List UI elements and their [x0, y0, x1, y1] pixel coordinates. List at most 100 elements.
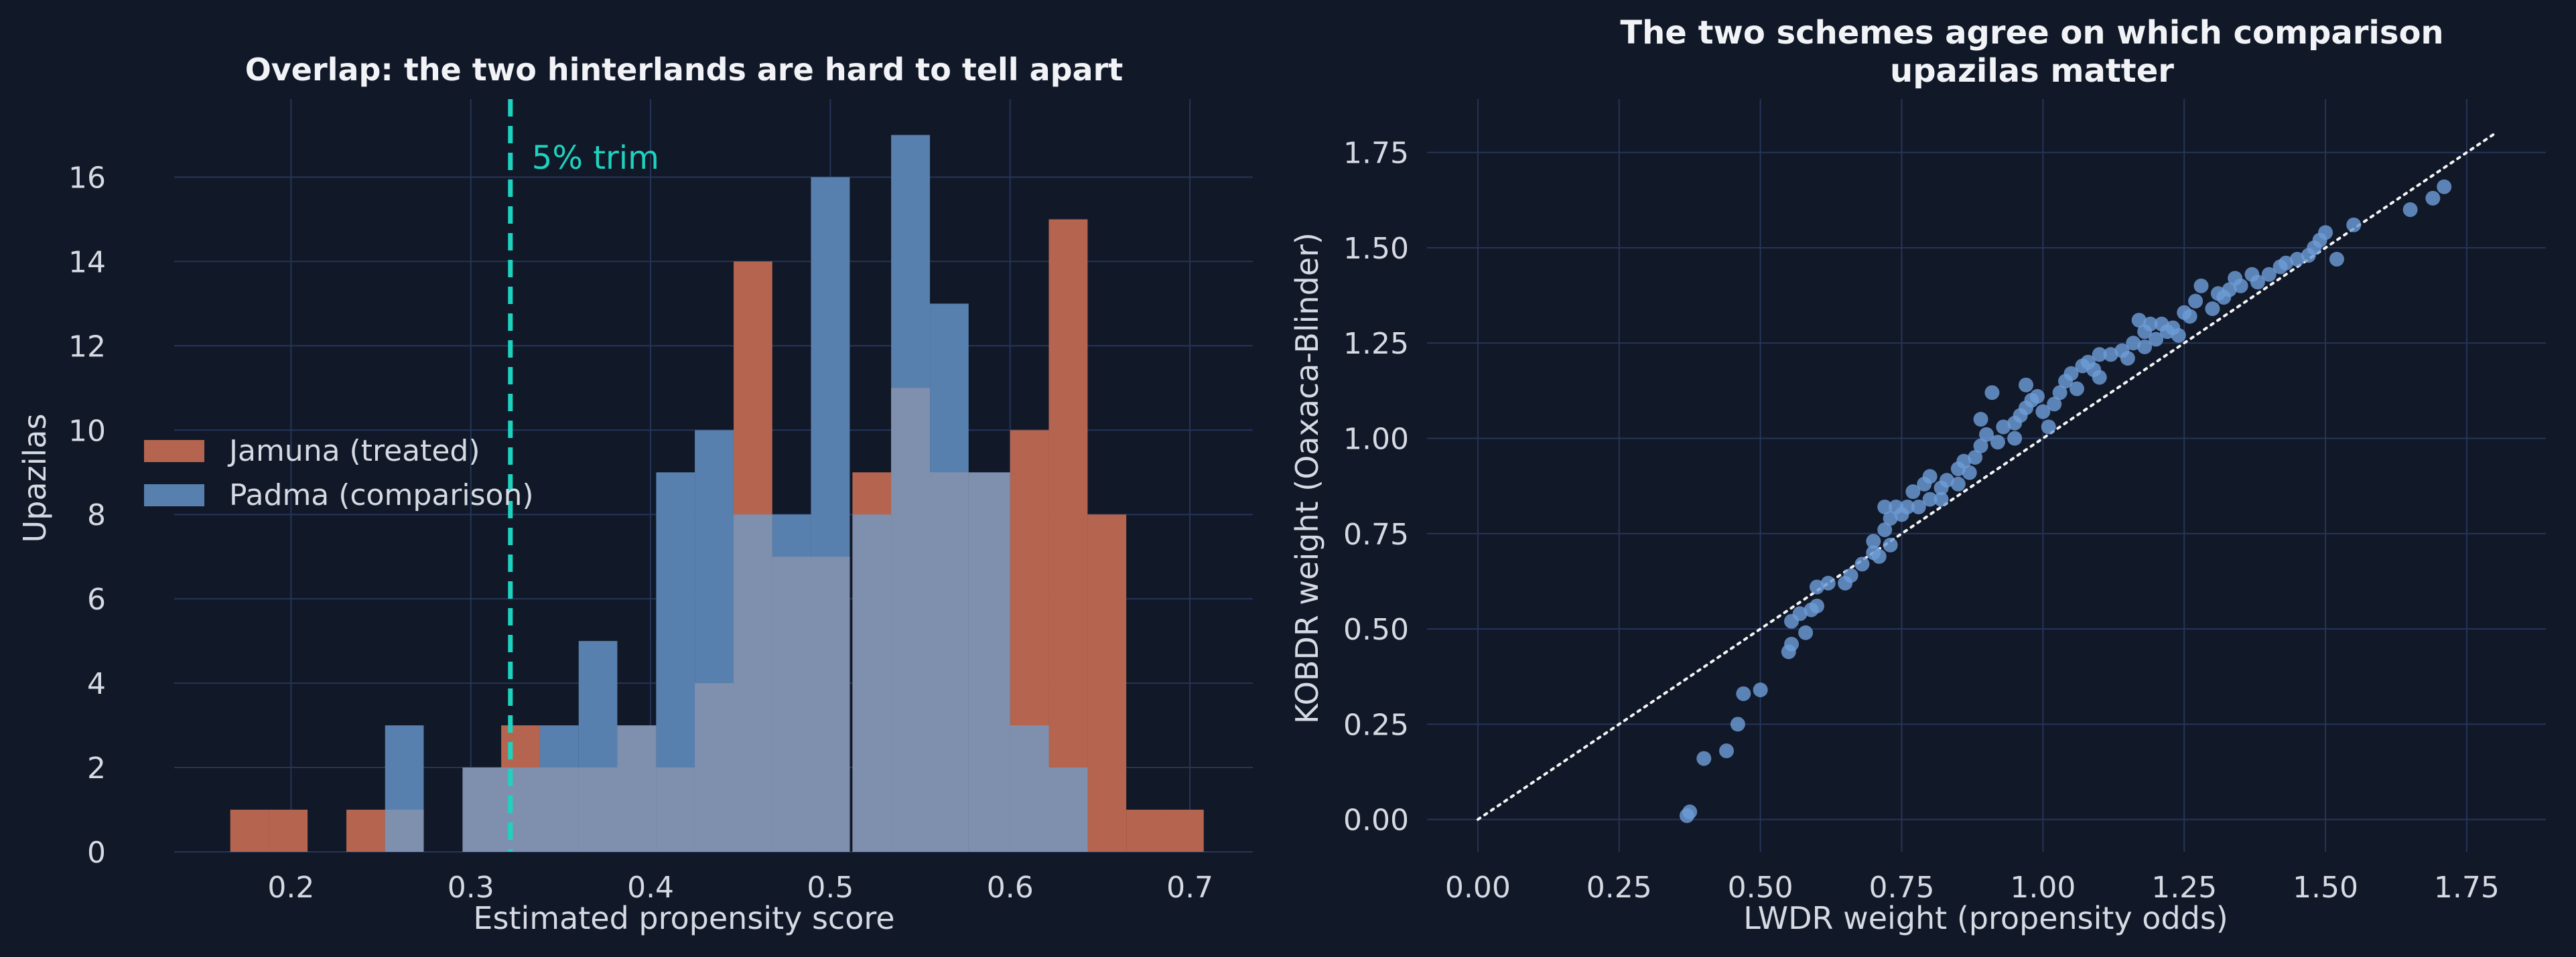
scatter-y-axis-label: KOBDR weight (Oaxaca-Blinder) [1289, 232, 1325, 724]
histogram-y-tick-7: 14 [68, 245, 106, 279]
histogram-x-tick-5: 0.7 [1166, 871, 1213, 905]
scatter-point-39 [1968, 449, 1983, 465]
histogram-y-tick-1: 2 [87, 751, 106, 786]
overlap-bar-7 [695, 683, 734, 852]
histogram-y-tick-2: 4 [87, 667, 106, 701]
scatter-point-75 [2188, 293, 2204, 309]
scatter-point-102 [1934, 492, 1949, 507]
histogram-x-tick-3: 0.5 [807, 871, 854, 905]
scatter-point-41 [1979, 427, 1994, 442]
scatter-x-axis-label: LWDR weight (propensity odds) [1743, 900, 2228, 936]
scatter-point-52 [2041, 419, 2056, 435]
overlap-bar-0 [385, 810, 424, 852]
scatter-point-18 [1854, 557, 1870, 572]
scatter-y-tick-4: 1.00 [1343, 423, 1409, 457]
scatter-point-2 [1696, 751, 1712, 766]
scatter-point-9 [1798, 625, 1814, 640]
scatter-title-line-1: The two schemes agree on which compariso… [1620, 14, 2443, 52]
scatter-point-95 [2402, 202, 2418, 218]
overlap-bar-3 [540, 767, 579, 852]
scatter-x-tick-7: 1.75 [2434, 871, 2500, 905]
overlap-bar-6 [656, 767, 695, 852]
scatter-x-tick-2: 0.50 [1728, 871, 1793, 905]
scatter-points [1679, 179, 2452, 823]
scatter-y-tick-7: 1.75 [1343, 137, 1409, 171]
scatter-point-88 [2289, 252, 2305, 267]
scatter-point-49 [2019, 377, 2034, 392]
scatter-x-tick-1: 0.25 [1586, 871, 1652, 905]
scatter-point-82 [2233, 278, 2248, 293]
scatter-y-tick-3: 0.75 [1343, 518, 1409, 552]
treated-bar-10 [1087, 514, 1127, 852]
scatter-point-101 [2177, 305, 2192, 320]
overlap-bar-16 [1048, 767, 1088, 852]
trim-line-label: 5% trim [532, 139, 659, 177]
overlap-bar-2 [501, 767, 541, 852]
scatter-point-66 [2131, 313, 2147, 328]
overlap-bar-15 [1010, 725, 1049, 852]
histogram-bars [230, 135, 1204, 853]
histogram-x-tick-2: 0.4 [627, 871, 674, 905]
scatter-point-27 [1899, 499, 1915, 514]
legend-swatch-comparison [144, 484, 204, 506]
identity-reference-line [1476, 132, 2497, 821]
overlap-bar-9 [772, 557, 811, 852]
overlap-bar-8 [734, 514, 772, 852]
legend-label-treated: Jamuna (treated) [227, 434, 480, 468]
scatter-point-94 [2346, 217, 2362, 232]
scatter-point-37 [1956, 453, 1972, 469]
scatter-point-69 [2149, 332, 2164, 347]
treated-bar-11 [1126, 810, 1166, 852]
histogram-x-ticks: 0.2 0.3 0.4 0.5 0.6 0.7 [267, 871, 1213, 905]
scatter-panel: 0.00 0.25 0.50 0.75 1.00 1.25 1.50 1.75 0.00 0.2… [1289, 14, 2546, 936]
scatter-point-17 [1843, 568, 1858, 583]
scatter-x-tick-0: 0.00 [1445, 871, 1511, 905]
histogram-y-tick-3: 6 [87, 583, 106, 617]
histogram-panel: 5% trim 0.2 0.3 0.4 0.5 0.6 0.7 0 2 4 6 8 10 12 14 16… [17, 52, 1253, 936]
scatter-point-56 [2063, 366, 2079, 381]
scatter-point-96 [2425, 190, 2441, 206]
scatter-point-38 [1962, 465, 1977, 480]
overlap-bar-5 [617, 725, 657, 852]
scatter-point-53 [2047, 396, 2062, 412]
scatter-point-80 [2222, 282, 2237, 297]
scatter-point-104 [1883, 537, 1898, 553]
histogram-legend: Jamuna (treated) Padma (comparison) [144, 434, 534, 512]
scatter-point-57 [2069, 381, 2084, 396]
overlap-bar-14 [968, 472, 1010, 852]
scatter-point-34 [1939, 473, 1954, 488]
scatter-y-tick-2: 0.50 [1343, 613, 1409, 647]
scatter-point-43 [1990, 435, 2005, 450]
scatter-point-98 [2137, 339, 2153, 354]
scatter-point-15 [1820, 575, 1836, 591]
overlap-bar-10 [811, 557, 850, 852]
histogram-x-tick-1: 0.3 [448, 871, 494, 905]
scatter-point-28 [1911, 499, 1926, 514]
treated-bar-9 [1048, 219, 1088, 853]
scatter-point-14 [1809, 579, 1824, 595]
scatter-point-62 [2103, 347, 2118, 362]
scatter-point-77 [2205, 301, 2220, 317]
treated-bar-1 [269, 810, 308, 852]
scatter-x-tick-4: 1.00 [2010, 871, 2076, 905]
legend-label-comparison: Padma (comparison) [229, 478, 534, 512]
scatter-y-ticks: 0.00 0.25 0.50 0.75 1.00 1.25 1.50 1.75 [1343, 137, 1409, 838]
scatter-point-85 [2261, 267, 2277, 282]
scatter-point-40 [1973, 438, 1988, 453]
scatter-point-84 [2250, 275, 2265, 290]
scatter-point-32 [1922, 492, 1938, 507]
scatter-point-44 [1996, 419, 2011, 435]
scatter-point-35 [1950, 476, 1966, 492]
scatter-point-5 [1736, 686, 1751, 701]
histogram-title: Overlap: the two hinterlands are hard to… [245, 52, 1124, 88]
scatter-point-31 [1922, 469, 1938, 484]
scatter-point-93 [2329, 252, 2344, 267]
histogram-x-tick-4: 0.6 [987, 871, 1034, 905]
overlap-bar-4 [578, 767, 618, 852]
histogram-y-tick-5: 10 [68, 414, 106, 448]
overlap-bar-11 [852, 514, 892, 852]
histogram-y-tick-0: 0 [87, 836, 106, 870]
scatter-point-42 [1973, 412, 1988, 427]
